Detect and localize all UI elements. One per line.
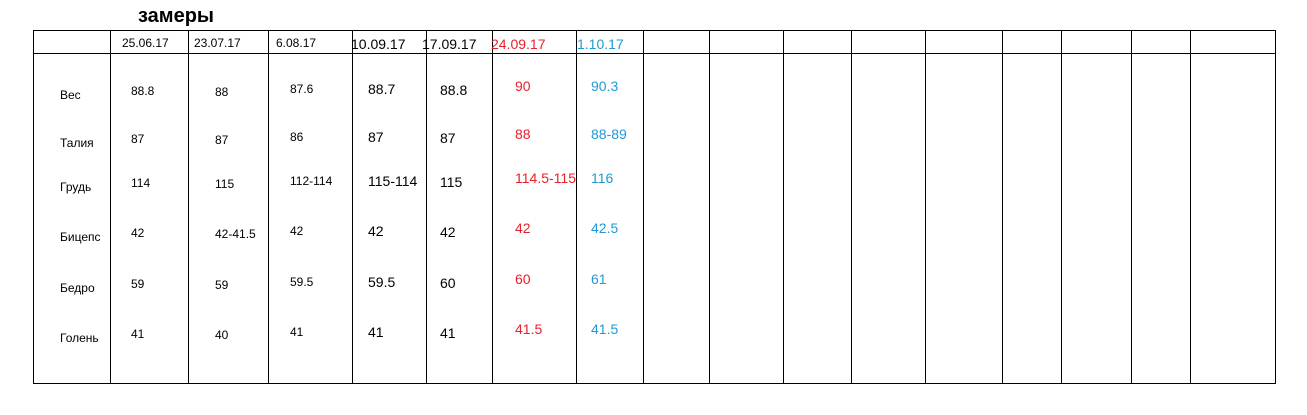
row-label: Бицепс [60,230,101,244]
cell: 60 [515,271,531,287]
cell: 42 [440,224,456,240]
cell: 87.6 [290,82,314,96]
table-border [1275,30,1276,384]
cell: 90.3 [591,78,619,94]
cell: 87 [368,129,384,145]
cell: 114.5-115 [515,170,576,186]
cell: 59 [215,278,229,292]
cell: 41 [440,325,456,341]
column-header: 10.09.17 [351,36,406,52]
table-border [1131,30,1132,384]
cell: 59.5 [368,274,396,290]
column-header: 17.09.17 [422,36,477,52]
cell: 114 [131,176,151,190]
cell: 41 [290,325,304,339]
row-label: Бедро [60,281,95,295]
cell: 87 [131,132,145,146]
cell: 42.5 [591,220,619,236]
cell: 88.7 [368,81,396,97]
cell: 87 [215,133,229,147]
column-header: 1.10.17 [577,36,624,52]
table-border [110,30,111,384]
column-header: 24.09.17 [491,36,546,52]
cell: 40 [215,328,229,342]
column-header: 25.06.17 [122,36,169,50]
cell: 41 [131,327,145,341]
cell: 42 [515,220,531,236]
table-border [188,30,189,384]
cell: 59 [131,277,145,291]
row-label: Талия [60,136,94,150]
column-header: 6.08.17 [276,36,317,50]
table-border [33,383,1276,384]
row-label: Голень [60,331,99,345]
cell: 59.5 [290,275,314,289]
cell: 88.8 [131,84,155,98]
table-border [1002,30,1003,384]
table-border [33,53,1276,54]
cell: 115 [440,174,463,190]
cell: 41.5 [591,321,619,337]
cell: 88.8 [440,82,468,98]
cell: 61 [591,271,607,287]
table-border [576,30,577,384]
cell: 88-89 [591,126,627,142]
table-border [709,30,710,384]
table-border [492,30,493,384]
table-border [33,30,1276,31]
table-border [643,30,644,384]
cell: 42 [131,226,145,240]
table-border [352,30,353,384]
cell: 60 [440,275,456,291]
cell: 87 [440,130,456,146]
cell: 42 [290,224,304,238]
table-border [783,30,784,384]
table-border [851,30,852,384]
row-label: Вес [60,88,81,102]
cell: 88 [515,126,531,142]
cell: 88 [215,85,229,99]
column-header: 23.07.17 [194,36,241,50]
table-border [1190,30,1191,384]
cell: 86 [290,130,304,144]
cell: 115-114 [368,173,418,189]
cell: 41.5 [515,321,543,337]
cell: 42-41.5 [215,227,256,241]
row-label: Грудь [60,180,92,194]
cell: 42 [368,223,384,239]
table-border [268,30,269,384]
cell: 112-114 [290,174,333,188]
table-border [925,30,926,384]
table-border [426,30,427,384]
title: замеры [138,5,215,27]
cell: 90 [515,78,531,94]
cell: 115 [215,177,235,191]
cell: 41 [368,324,384,340]
table-border [1061,30,1062,384]
cell: 116 [591,170,614,186]
table-border [33,30,34,384]
